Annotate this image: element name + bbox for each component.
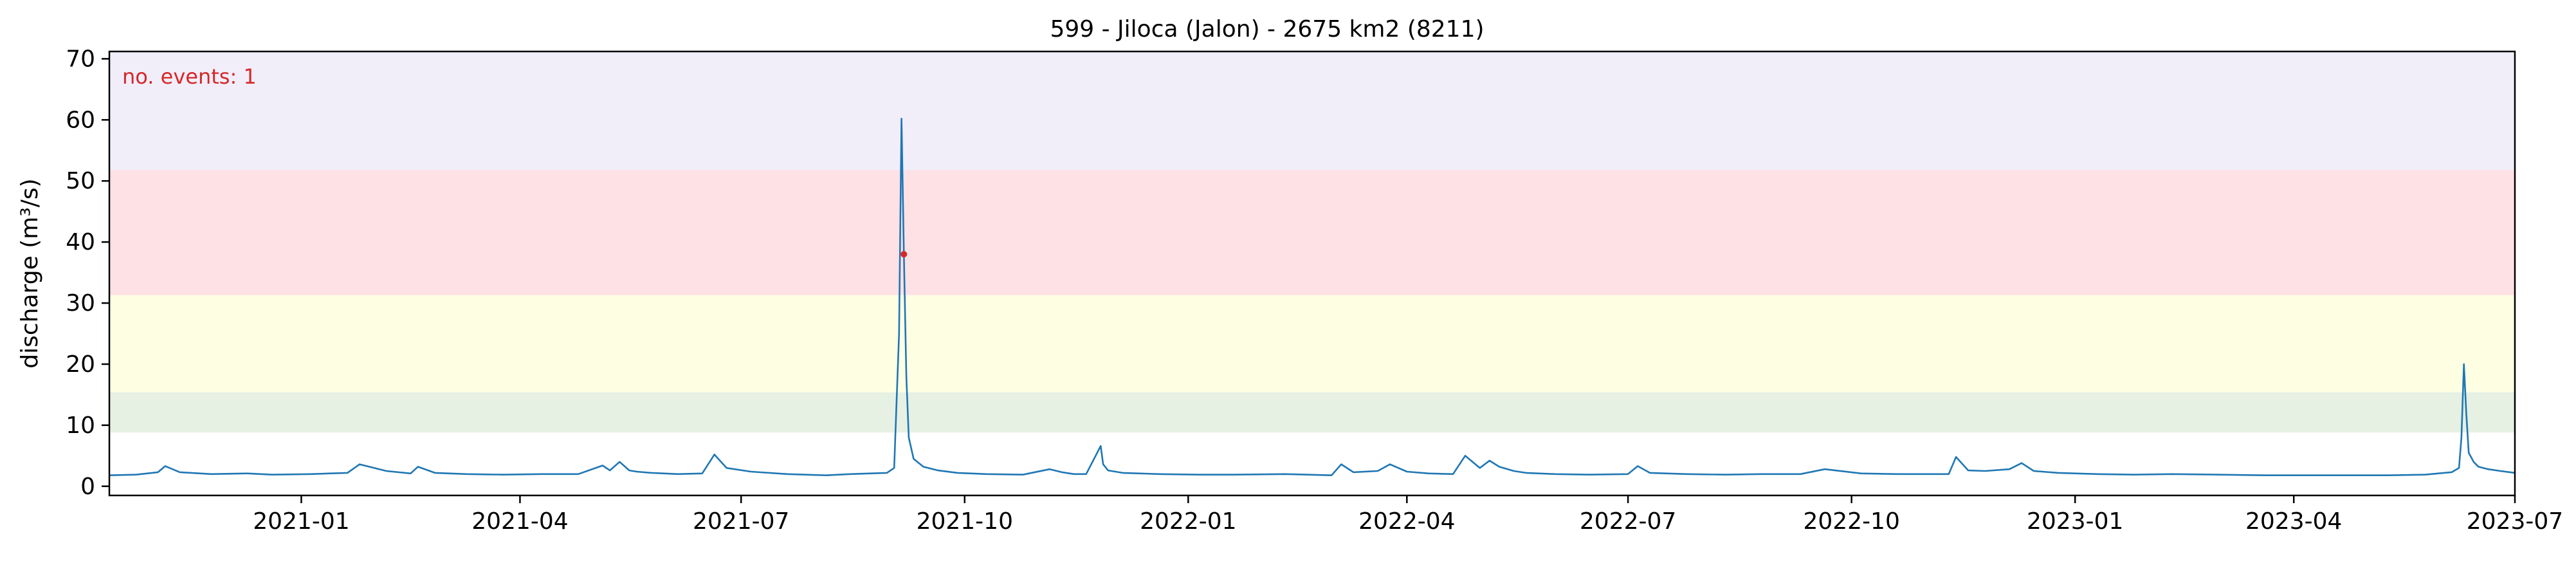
event-marker-0 — [900, 251, 908, 258]
y-tick-label: 70 — [66, 46, 95, 72]
y-tick-label: 30 — [66, 290, 95, 317]
x-tick-label: 2021-04 — [471, 508, 568, 535]
threshold-band-1 — [109, 295, 2515, 392]
x-tick-label: 2023-01 — [2027, 508, 2123, 535]
series-line-0 — [109, 118, 2516, 477]
y-tick-label: 50 — [66, 168, 95, 194]
threshold-band-0 — [109, 392, 2515, 433]
x-tick-label: 2022-01 — [1140, 508, 1236, 535]
y-tick-label: 20 — [66, 351, 95, 378]
x-tick-label: 2022-04 — [1358, 508, 1455, 535]
x-tick-label: 2023-04 — [2245, 508, 2342, 535]
events-count-annotation: no. events: 1 — [122, 64, 257, 89]
y-tick-label: 40 — [66, 229, 95, 255]
threshold-band-3 — [109, 51, 2515, 171]
threshold-band-2 — [109, 170, 2515, 295]
chart-title: 599 - Jiloca (Jalon) - 2675 km2 (8211) — [1050, 16, 1484, 42]
event-markers — [900, 251, 908, 258]
plot-frame — [108, 50, 2516, 497]
y-tick-label: 0 — [80, 474, 95, 500]
x-tick-label: 2022-07 — [1580, 508, 1676, 535]
y-axis-label: discharge (m³/s) — [17, 178, 43, 368]
y-axis-ticks: 0 10 20 30 40 50 60 70 — [66, 46, 109, 500]
threshold-bands — [109, 51, 2515, 433]
x-tick-label: 2022-10 — [1803, 508, 1899, 535]
y-tick-label: 10 — [66, 412, 95, 439]
y-tick-label: 60 — [66, 107, 95, 133]
series-lines — [109, 118, 2516, 477]
x-axis-ticks: 2021-01 2021-04 2021-07 2021-10 2022-01 2022-… — [253, 495, 2563, 535]
x-tick-label: 2021-10 — [917, 508, 1013, 535]
x-tick-label: 2021-07 — [693, 508, 789, 535]
x-tick-label: 2021-01 — [253, 508, 349, 535]
x-tick-label: 2023-07 — [2467, 508, 2563, 535]
